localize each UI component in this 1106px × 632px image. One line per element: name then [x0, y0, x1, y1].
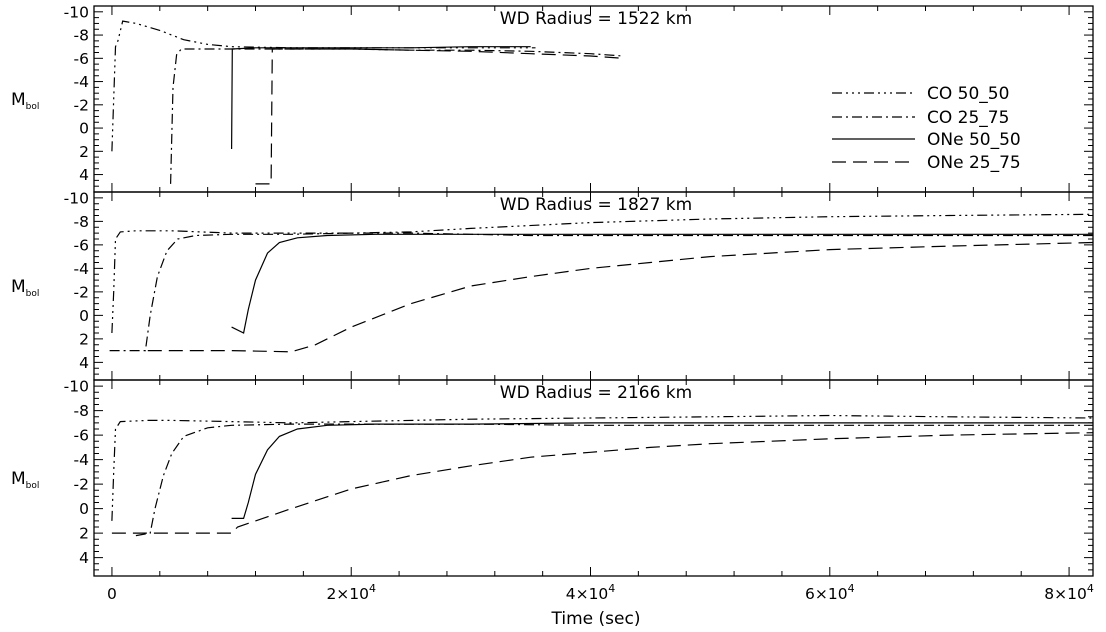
series-co-25-75-line	[135, 423, 1093, 537]
y-tick-label: -8	[74, 402, 89, 420]
x-tick-label: 4×104	[566, 582, 616, 603]
y-tick-label: -10	[64, 378, 89, 396]
y-tick-label: -2	[74, 476, 89, 494]
x-tick-label: 6×104	[805, 582, 855, 603]
x-tick-label: 8×104	[1044, 582, 1094, 603]
y-tick-label: -6	[74, 427, 89, 445]
series-co-25-75-line	[170, 48, 623, 184]
y-tick-label: -8	[74, 27, 89, 45]
panel-title: WD Radius = 1827 km	[500, 195, 692, 215]
y-axis-label-subscript: bol	[26, 481, 40, 491]
series-one-50-50-line	[231, 422, 1093, 519]
x-tick-exponent: 4	[608, 582, 615, 595]
x-tick-exponent: 4	[369, 582, 376, 595]
y-tick-label: 2	[79, 143, 89, 161]
series-one-50-50-line	[231, 233, 1093, 334]
y-axis-label-subscript: bol	[26, 289, 40, 299]
y-tick-label: 2	[79, 330, 89, 348]
y-tick-label: 2	[79, 525, 89, 543]
series-one-25-75-line	[255, 48, 623, 185]
series-one-50-50-line	[231, 46, 531, 150]
y-tick-label: 4	[79, 549, 89, 567]
y-tick-label: -6	[74, 236, 89, 254]
x-tick-label: 0	[107, 585, 117, 603]
x-axis-label: Time (sec)	[551, 609, 641, 629]
legend-label-co-50-50: CO 50_50	[927, 84, 1009, 104]
y-tick-label: -4	[74, 451, 89, 469]
series-co-50-50-line	[111, 213, 1094, 334]
panel-3-frame	[93, 379, 1094, 577]
y-tick-label: -10	[64, 189, 89, 207]
y-axis-label-subscript: bol	[26, 102, 40, 112]
y-axis-label: Mbol	[11, 469, 39, 491]
legend-label-one-25-75: ONe 25_75	[927, 153, 1021, 173]
y-tick-label: -8	[74, 213, 89, 231]
panel-2: -10 -8 -6 -4 -2 0 2 4 Mbol WD Radius = 1827 km	[11, 189, 1094, 381]
y-tick-label: -10	[64, 3, 89, 21]
y-tick-label: -2	[74, 283, 89, 301]
x-tick-exponent: 4	[1087, 582, 1094, 595]
series-one-25-75-line	[147, 241, 1094, 353]
x-tick-label: 2×104	[326, 582, 376, 603]
series-co-50-50-line	[111, 20, 536, 152]
panel-title: WD Radius = 1522 km	[500, 9, 692, 29]
panel-2-frame	[93, 191, 1094, 381]
panel-title: WD Radius = 2166 km	[500, 383, 692, 403]
series-one-25-75-line	[111, 432, 1094, 534]
panel-3: -10 -8 -6 -4 -2 0 2 4 Mbol WD Radius = 2166 km	[11, 378, 1094, 577]
y-tick-label: 4	[79, 166, 89, 184]
y-tick-label: -4	[74, 260, 89, 278]
panels-layer: -10 -8 -6 -4 -2 0 2 4 Mbol WD Radius = 1522 km -10…	[11, 3, 1094, 603]
legend: CO 50_50 CO 25_75 ONe 50_50 ONe 25_75	[832, 84, 1021, 173]
y-axis-label: Mbol	[11, 277, 39, 299]
y-tick-label: -4	[74, 73, 89, 91]
series-co-25-75-line	[109, 232, 1093, 352]
series-co-50-50-line	[111, 414, 1094, 521]
legend-label-one-50-50: ONe 50_50	[927, 130, 1021, 150]
y-tick-label: 0	[79, 120, 89, 138]
legend-label-co-25-75: CO 25_75	[927, 108, 1009, 128]
y-tick-label: -2	[74, 96, 89, 114]
y-tick-label: 0	[79, 307, 89, 325]
x-tick-exponent: 4	[848, 582, 855, 595]
y-axis-label: Mbol	[11, 90, 39, 112]
y-tick-label: 4	[79, 354, 89, 372]
y-tick-label: 0	[79, 500, 89, 518]
y-tick-label: -6	[74, 50, 89, 68]
